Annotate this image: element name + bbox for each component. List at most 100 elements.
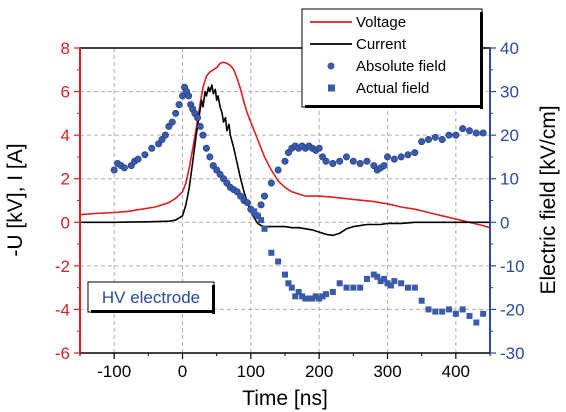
legend-label: Voltage	[356, 14, 406, 31]
series-line-current	[80, 84, 490, 237]
actual-field-point	[473, 319, 480, 326]
actual-field-point	[459, 306, 466, 313]
actual-field-point	[446, 306, 452, 313]
absolute-field-point	[459, 125, 467, 133]
absolute-field-point	[172, 109, 180, 117]
y-right-tick-label: -10	[500, 257, 525, 276]
y-right-tick-label: 10	[500, 170, 519, 189]
legend-label: Actual field	[356, 80, 429, 97]
legend-swatch	[327, 62, 335, 70]
absolute-field-point	[390, 155, 398, 163]
absolute-field-point	[479, 129, 487, 137]
absolute-field-point	[161, 131, 169, 139]
actual-field-point	[258, 217, 265, 224]
y-axis-left: -6 -4 -2 0 2 4 6 8	[55, 39, 81, 363]
actual-field-point	[411, 284, 418, 291]
absolute-field-point	[315, 144, 323, 152]
x-tick-label: 0	[178, 362, 187, 381]
actual-field-point	[295, 289, 302, 295]
absolute-field-point	[329, 159, 337, 167]
absolute-field-point	[141, 151, 149, 159]
actual-field-point	[319, 293, 326, 300]
absolute-field-point	[342, 153, 350, 161]
actual-field-point	[312, 293, 319, 300]
actual-field-point	[323, 291, 329, 298]
absolute-field-point	[336, 157, 344, 165]
y-left-tick-label: 4	[61, 126, 70, 145]
y-right-tick-label: -30	[500, 344, 525, 363]
absolute-field-point	[465, 127, 473, 135]
actual-field-point	[480, 310, 487, 317]
absolute-field-point	[418, 138, 426, 146]
x-axis-title: Time [ns]	[242, 387, 328, 410]
annotation-label: HV electrode	[102, 288, 200, 307]
y-axis-right-title: Electric field [kV/cm]	[537, 105, 560, 294]
actual-field-point	[391, 278, 398, 285]
actual-field-point	[418, 297, 425, 304]
actual-field-point	[439, 308, 446, 315]
absolute-field-point	[274, 166, 282, 174]
absolute-field-point	[431, 133, 439, 141]
actual-field-point	[466, 312, 473, 319]
y-left-tick-label: 6	[61, 83, 70, 102]
absolute-field-point	[260, 192, 268, 200]
y-right-tick-label: 40	[500, 39, 519, 58]
absolute-field-point	[472, 129, 480, 137]
absolute-field-point	[322, 157, 330, 165]
absolute-field-point	[202, 144, 210, 152]
absolute-field-point	[438, 136, 446, 144]
absolute-field-point	[452, 131, 460, 139]
y-left-tick-label: -2	[55, 257, 70, 276]
actual-field-point	[364, 275, 370, 282]
actual-field-point	[405, 284, 411, 291]
y-left-tick-label: -4	[55, 300, 70, 319]
actual-field-point	[350, 284, 357, 291]
absolute-field-point	[257, 201, 265, 209]
x-tick-label: 200	[305, 362, 333, 381]
absolute-field-point	[363, 157, 371, 165]
y-axis-left-title: -U [kV], I [A]	[4, 143, 27, 256]
absolute-field-point	[110, 166, 118, 174]
actual-field-point	[387, 282, 394, 289]
actual-field-point	[425, 306, 432, 313]
actual-field-point	[432, 308, 439, 315]
absolute-field-point	[397, 153, 405, 161]
absolute-field-point	[168, 118, 176, 126]
absolute-field-point	[445, 131, 453, 139]
absolute-field-point	[243, 199, 251, 207]
absolute-field-point	[281, 157, 289, 165]
x-tick-label: 400	[442, 362, 470, 381]
actual-field-point	[292, 293, 299, 300]
actual-field-point	[309, 295, 316, 302]
legend-label: Current	[356, 36, 407, 53]
absolute-field-point	[349, 157, 357, 165]
annotation-box: HV electrode	[87, 281, 215, 314]
y-left-tick-label: -6	[55, 344, 70, 363]
y-left-tick-label: 8	[61, 39, 70, 58]
actual-field-point	[288, 284, 295, 291]
absolute-field-point	[199, 131, 207, 139]
actual-field-point	[381, 275, 388, 282]
absolute-field-point	[120, 164, 128, 172]
actual-field-point	[254, 212, 261, 219]
absolute-field-point	[206, 153, 214, 161]
actual-field-point	[377, 278, 384, 285]
actual-field-point	[302, 295, 309, 302]
actual-field-point	[299, 293, 306, 300]
actual-field-point	[305, 295, 312, 302]
legend: Voltage Current Absolute field Actual field	[301, 8, 483, 109]
actual-field-point	[285, 280, 292, 287]
absolute-field-point	[411, 149, 419, 157]
absolute-field-point	[356, 159, 364, 167]
absolute-field-point	[175, 101, 183, 109]
legend-label: Absolute field	[356, 58, 446, 75]
absolute-field-point	[424, 136, 432, 144]
actual-field-point	[370, 271, 377, 278]
absolute-field-point	[267, 179, 275, 187]
absolute-field-point	[383, 153, 391, 161]
actual-field-point	[316, 295, 323, 302]
actual-field-point	[398, 280, 405, 287]
actual-field-point	[251, 208, 258, 215]
absolute-field-point	[380, 162, 388, 170]
